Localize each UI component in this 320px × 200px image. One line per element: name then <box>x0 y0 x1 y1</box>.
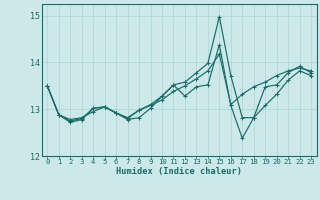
X-axis label: Humidex (Indice chaleur): Humidex (Indice chaleur) <box>116 167 242 176</box>
